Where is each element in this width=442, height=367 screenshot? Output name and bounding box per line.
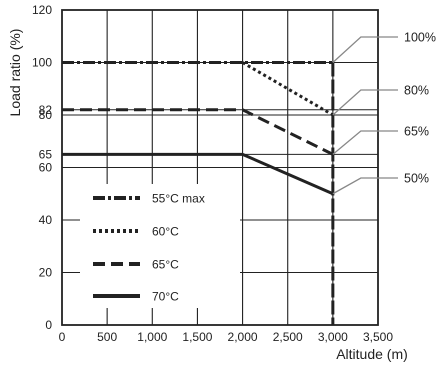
y-tick-label: 20 [39,266,53,280]
axes: 0 500 1,000 1,500 2,000 2,500 3,000 3,500 0 20 40 6… [32,3,393,344]
x-tick-label: 500 [97,330,117,344]
callout-label: 80% [404,84,429,98]
y-tick-label: 100 [32,56,52,70]
x-tick-label: 2,000 [228,330,258,344]
series-line-2 [62,108,334,156]
x-tick-label: 1,000 [137,330,167,344]
legend-label: 55°C max [152,192,205,206]
y-axis-label: Load ratio (%) [7,29,23,117]
y-tick-label: 60 [39,161,53,175]
y-tick-label: 0 [45,318,52,332]
callout-label: 50% [404,172,429,186]
legend-label: 70°C [152,290,179,304]
plot-frame [61,9,379,326]
legend-label: 60°C [152,225,179,239]
callout-leader [332,36,398,63]
callout-label: 100% [404,31,436,45]
x-tick-label: 3,500 [363,330,393,344]
y-tick-label: 120 [32,3,52,17]
callout-leader [332,177,398,195]
legend-background [80,184,240,308]
x-tick-label: 3,000 [318,330,348,344]
callouts: 100% 80% 65% 50% [332,31,436,195]
legend-label: 65°C [152,258,179,272]
legend: 55°C max 60°C 65°C 70°C [80,184,240,308]
x-axis-label: Altitude (m) [336,346,408,362]
x-tick-label: 1,500 [182,330,212,344]
y-tick-label: 82 [39,103,53,117]
callout-leader [332,89,398,116]
y-tick-label: 80 [39,108,53,122]
y-tick-label: 40 [39,213,53,227]
x-tick-label: 2,500 [273,330,303,344]
y-tick-label: 65 [39,147,53,161]
series-line-3 [62,152,334,196]
callout-leader [332,130,398,155]
callout-label: 65% [404,125,429,139]
x-tick-label: 0 [59,330,66,344]
